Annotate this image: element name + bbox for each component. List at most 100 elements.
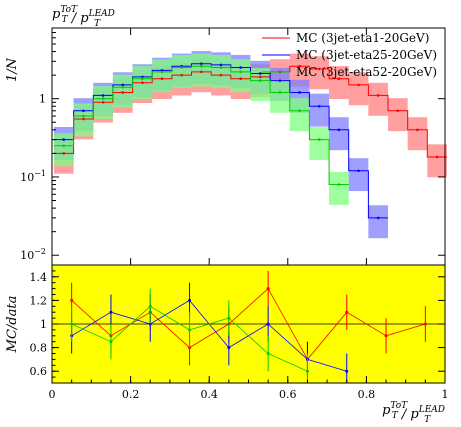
ratio-ytick-label-3: 1.2 xyxy=(30,294,48,307)
main-point-s1-14 xyxy=(337,128,341,132)
main-band-s2-5 xyxy=(152,59,172,93)
main-band-s1-14 xyxy=(329,117,349,151)
main-band-s2-10 xyxy=(250,68,271,101)
main-ytick-label-exp-1: −1 xyxy=(34,169,46,178)
main-band-s2-12 xyxy=(289,98,310,132)
main-point-s0-13 xyxy=(317,67,321,71)
ratio-panel: 0.6 0.8 1 1.2 1.4 0 0.2 0.4 0.6 0.8 1 xyxy=(30,28,449,401)
main-y-axis-title: 1/N xyxy=(5,57,20,82)
main-point-s2-0 xyxy=(62,144,66,148)
x-axis-title-subscript-2: T xyxy=(424,415,431,422)
main-point-s0-8 xyxy=(219,73,223,77)
main-point-s0-3 xyxy=(121,91,125,94)
main-point-s2-2 xyxy=(101,97,105,100)
main-point-s0-7 xyxy=(200,70,203,74)
main-band-s2-3 xyxy=(112,74,133,108)
plot-title-subscript-1: T xyxy=(62,15,69,25)
main-point-s2-6 xyxy=(180,66,183,69)
ratio-point-s0-9 xyxy=(423,322,427,326)
main-point-s0-10 xyxy=(258,75,262,79)
main-point-s1-0 xyxy=(62,138,66,141)
main-panel: 10−210−11 MC (3jet-eta1-20GeV)MC (3jet-e… xyxy=(20,27,447,266)
main-band-s2-8 xyxy=(211,54,231,88)
main-point-s0-2 xyxy=(101,100,105,104)
plot-title: pToT T / pLEAD T xyxy=(52,5,115,29)
main-ytick-label-1: 10−1 xyxy=(20,169,46,184)
main-point-s1-16 xyxy=(376,216,380,220)
main-point-s1-7 xyxy=(200,62,203,65)
main-point-s1-11 xyxy=(278,79,282,82)
main-point-s2-7 xyxy=(200,64,203,68)
x-axis-title-subscript-1: T xyxy=(392,411,399,421)
xtick-label-0: 0 xyxy=(49,388,56,401)
plot-title-separator: / xyxy=(68,11,81,26)
plot-title-superscript-2: LEAD xyxy=(88,9,115,19)
ratio-point-s2-0 xyxy=(70,322,74,326)
x-axis-title-separator: / xyxy=(398,407,411,422)
main-band-s0-15 xyxy=(348,72,369,106)
plot-title-superscript-1: ToT xyxy=(60,5,78,15)
main-point-s0-19 xyxy=(435,155,439,159)
main-point-s2-12 xyxy=(298,109,301,113)
main-point-s1-3 xyxy=(121,83,125,87)
main-band-s2-13 xyxy=(309,126,330,160)
xtick-label-1: 0.2 xyxy=(122,388,140,401)
main-band-s2-9 xyxy=(230,59,251,93)
main-ytick-label-base-2: 1 xyxy=(39,93,46,106)
x-axis-title-superscript-2: LEAD xyxy=(418,405,445,415)
main-band-s2-11 xyxy=(270,79,290,113)
main-ytick-label-exp-0: −2 xyxy=(34,247,46,256)
main-ytick-label-2: 1 xyxy=(39,93,46,106)
main-point-s2-8 xyxy=(219,66,223,69)
xtick-label-3: 0.6 xyxy=(279,388,297,401)
xtick-label-5: 1 xyxy=(442,388,449,401)
main-band-s0-12 xyxy=(289,53,310,87)
legend-label-1: MC (3jet-eta25-20GeV) xyxy=(296,48,437,62)
main-y-axis: 10−210−11 xyxy=(20,27,445,262)
x-axis-title-base-2: p xyxy=(410,407,419,422)
main-point-s0-1 xyxy=(82,117,85,121)
main-point-s0-6 xyxy=(180,73,183,77)
main-ytick-label-base-1: 10 xyxy=(20,171,34,184)
main-band-s2-6 xyxy=(171,54,192,88)
main-point-s0-0 xyxy=(62,152,66,155)
main-band-s0-17 xyxy=(388,98,408,132)
ratio-ytick-label-1: 0.8 xyxy=(30,342,48,355)
main-point-s2-3 xyxy=(121,85,125,89)
main-band-s2-0 xyxy=(53,133,74,167)
main-point-s0-4 xyxy=(141,81,144,85)
main-point-s2-9 xyxy=(239,70,242,74)
main-band-s0-14 xyxy=(329,66,349,100)
main-point-s0-18 xyxy=(416,128,419,132)
ratio-y-axis: 0.6 0.8 1 1.2 1.4 xyxy=(30,264,445,384)
main-point-s2-11 xyxy=(278,91,282,94)
main-band-s0-18 xyxy=(407,117,428,151)
plot-title-base-1: p xyxy=(52,7,61,22)
main-point-s1-9 xyxy=(239,66,242,69)
main-panel-marks xyxy=(53,51,447,239)
main-point-s2-14 xyxy=(337,183,341,186)
x-axis-title: pToT T / pLEAD T xyxy=(382,401,445,422)
main-band-s1-16 xyxy=(368,205,389,239)
main-point-s1-13 xyxy=(317,104,321,108)
main-point-s1-4 xyxy=(141,75,144,79)
main-point-s0-16 xyxy=(376,94,380,97)
main-band-s2-7 xyxy=(191,53,212,87)
main-band-s2-14 xyxy=(329,171,349,205)
main-ytick-label-base-0: 10 xyxy=(20,249,34,262)
main-point-s0-17 xyxy=(396,109,400,113)
x-axis-title-superscript-1: ToT xyxy=(390,401,408,411)
main-point-s2-4 xyxy=(141,77,144,81)
main-point-s2-5 xyxy=(160,70,164,74)
main-point-s0-14 xyxy=(337,77,341,81)
ratio-panel-marks xyxy=(52,265,445,383)
main-band-s0-13 xyxy=(309,56,330,90)
ratio-ytick-label-2: 1 xyxy=(40,318,47,331)
main-point-s1-8 xyxy=(219,63,223,67)
main-point-s0-15 xyxy=(357,83,360,87)
main-ytick-label-0: 10−2 xyxy=(20,247,46,262)
ratio-y-axis-title: MC/data xyxy=(5,296,20,354)
main-point-s2-1 xyxy=(82,114,85,118)
x-axis: 0 0.2 0.4 0.6 0.8 1 xyxy=(49,28,449,401)
